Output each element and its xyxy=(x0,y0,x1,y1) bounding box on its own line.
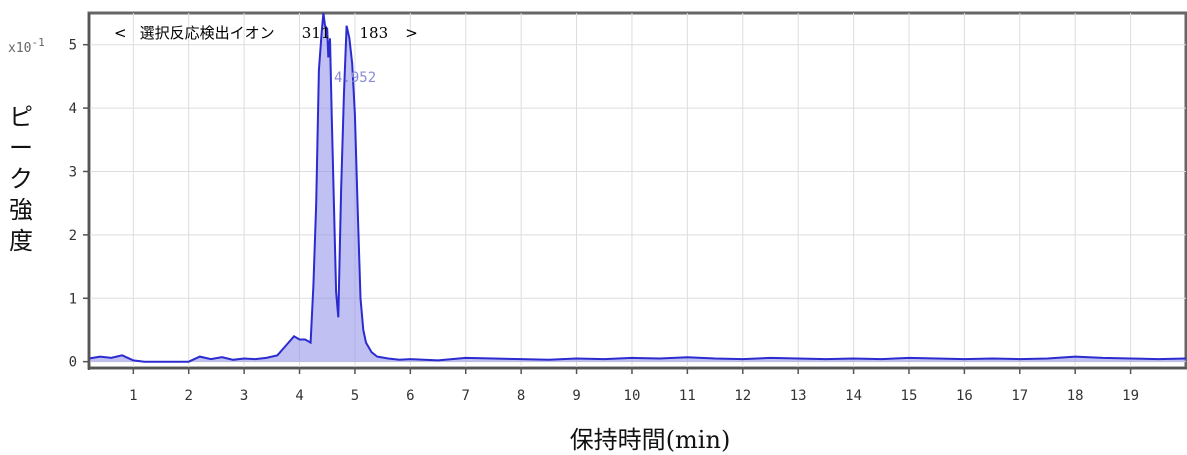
x-tick-label: 5 xyxy=(351,388,359,404)
x-tick-label: 6 xyxy=(406,388,414,404)
y-axis-label-char: ク xyxy=(9,165,33,193)
y-tick-label: 3 xyxy=(69,164,77,180)
x-tick-label: 15 xyxy=(901,388,918,404)
chart-title: < 選択反応検出イオン 311 183 > xyxy=(114,23,418,42)
y-tick-label: 4 xyxy=(69,101,77,117)
y-multiplier: x10-1 xyxy=(8,36,45,56)
x-tick-label: 14 xyxy=(845,388,862,404)
peak-label: 4.952 xyxy=(334,70,376,86)
y-tick-label: 2 xyxy=(69,228,77,244)
y-axis-label-char: 度 xyxy=(9,227,33,255)
x-axis-label: 保持時間(min) xyxy=(569,426,731,454)
x-tick-label: 1 xyxy=(129,388,137,404)
x-tick-label: 4 xyxy=(295,388,303,404)
y-axis-label-char: ー xyxy=(9,134,33,162)
y-axis-ticks: 0 1 2 3 4 5 xyxy=(69,38,89,371)
y-axis-label: ピーク強度 xyxy=(6,102,36,257)
y-tick-label: 0 xyxy=(69,355,77,371)
y-tick-label: 5 xyxy=(69,38,77,54)
x-tick-label: 16 xyxy=(956,388,973,404)
y-axis-label-char: ピ xyxy=(9,103,33,131)
x-tick-label: 19 xyxy=(1122,388,1139,404)
x-tick-label: 10 xyxy=(624,388,641,404)
x-tick-label: 7 xyxy=(462,388,470,404)
x-tick-label: 2 xyxy=(185,388,193,404)
x-axis-ticks: 1 2 3 4 5 6 7 8 9 10 11 12 13 14 15 16 17 18 19 xyxy=(129,368,1139,404)
x-tick-label: 12 xyxy=(734,388,751,404)
series-line xyxy=(88,12,1187,363)
x-tick-label: 17 xyxy=(1011,388,1028,404)
x-tick-label: 13 xyxy=(790,388,807,404)
y-tick-label: 1 xyxy=(69,291,77,307)
x-tick-label: 9 xyxy=(572,388,580,404)
x-tick-label: 8 xyxy=(517,388,525,404)
series-path xyxy=(88,12,1187,363)
grid-lines xyxy=(89,13,1186,368)
plot-frame xyxy=(87,11,1187,370)
x-tick-label: 18 xyxy=(1067,388,1084,404)
y-axis-label-char: 強 xyxy=(9,196,33,224)
x-tick-label: 11 xyxy=(679,388,696,404)
x-tick-label: 3 xyxy=(240,388,248,404)
